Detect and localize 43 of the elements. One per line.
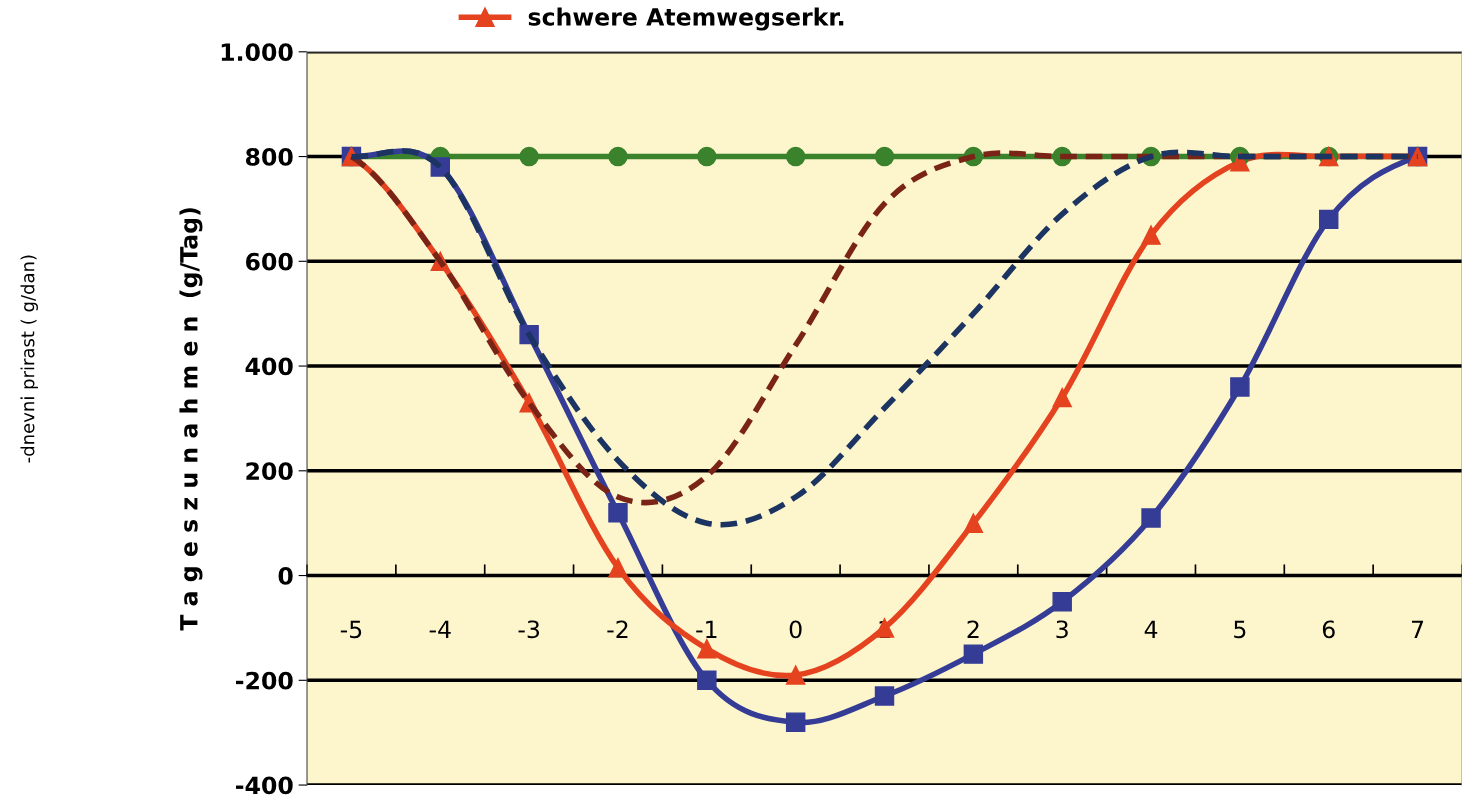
text: -dnevni prirast ( g/dan) [20,255,38,463]
point [697,146,717,167]
x-tick-label: 5 [1234,620,1246,639]
x-tick-label: 6 [1322,620,1335,639]
point [785,146,806,167]
x-tick-label: -1 [696,620,717,638]
x-tick-label: -4 [429,620,451,638]
point [874,686,895,706]
point [874,146,895,167]
point [1319,209,1339,230]
point [697,670,717,691]
point [785,712,806,732]
y-tick-label: 800 [245,148,293,166]
point [1141,225,1161,245]
point [519,146,539,167]
y-tick-label: 0 [278,566,293,585]
point [608,502,628,523]
y-tick-label: 600 [246,252,293,271]
y-tick-label: -400 [236,776,293,795]
x-tick-label: 7 [1412,620,1424,638]
x-tick-label: -3 [518,620,540,639]
point [697,639,717,659]
point [1141,508,1161,528]
point [1230,377,1250,397]
point [785,665,806,685]
point [963,513,984,533]
point [608,146,628,167]
x-tick-label: -2 [607,620,628,638]
y-tick-label: 200 [246,462,293,481]
y-tick-label: -200 [236,671,293,690]
legend-label: schwere Atemwegserkr. [528,7,844,31]
x-tick-label: 4 [1144,620,1158,638]
y-tick-label: 1.000 [221,43,293,62]
point [963,644,984,664]
x-tick-label: 0 [789,620,802,639]
x-tick-label: 2 [967,620,979,638]
point [608,557,628,578]
x-tick-label: -5 [340,620,362,639]
y-tick-label: 400 [245,357,293,376]
point [1052,387,1072,408]
x-tick-label: 3 [1056,620,1068,639]
point [1052,592,1072,612]
y-axis-title: T a g e s z u n a h m e n (g/Tag) [179,208,203,631]
